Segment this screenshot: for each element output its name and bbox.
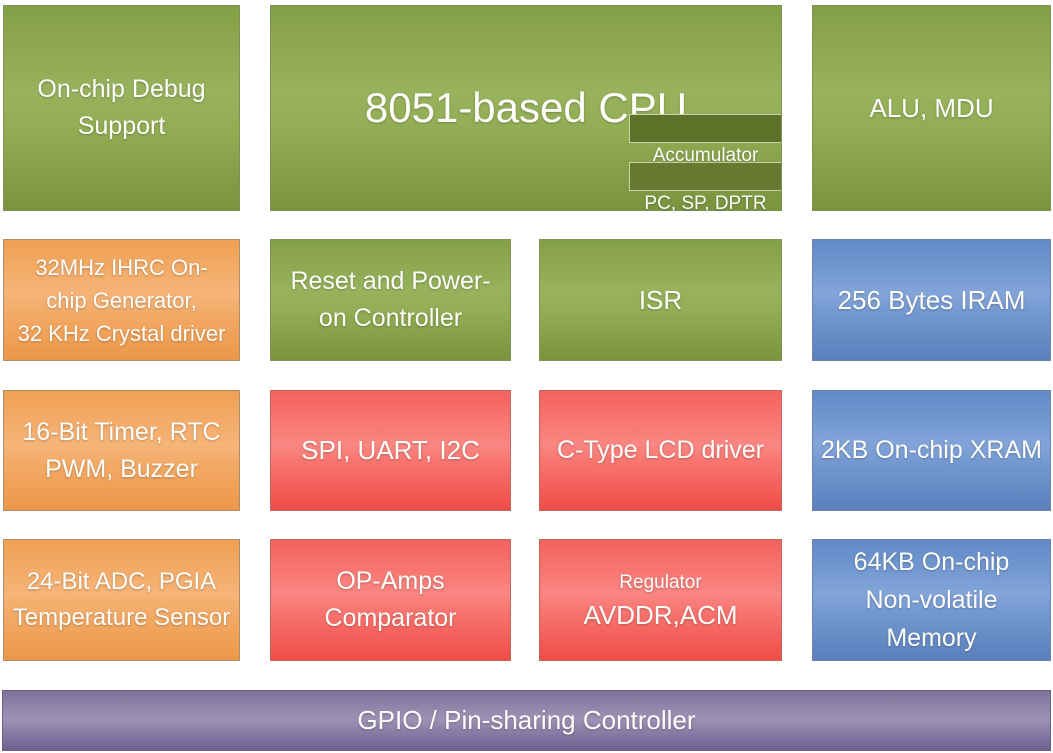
gpio-pin-sharing-label: GPIO / Pin-sharing Controller [357,705,696,735]
accumulator-label: Accumulator [652,145,759,166]
pc-sp-dptr-label: PC, SP, DPTR [644,193,767,214]
alu-mdu-label: ALU, MDU [869,92,994,123]
block-gpio-pin-sharing: GPIO / Pin-sharing Controller [2,690,1051,751]
block-lcd-driver: C-Type LCD driver [539,390,782,511]
block-clock-generator: 32MHz IHRC On- chip Generator, 32 KHz Cr… [3,239,240,361]
block-isr: ISR [539,239,782,361]
regulator-label: Regulator [619,572,702,593]
nonvolatile-memory-label: 64KB On-chip Non-volatile Memory [853,548,1010,652]
block-reset-power-on: Reset and Power- on Controller [270,239,511,361]
block-xram: 2KB On-chip XRAM [812,390,1051,511]
isr-label: ISR [638,284,683,315]
block-nonvolatile-memory: 64KB On-chip Non-volatile Memory [812,539,1051,661]
cpu-label: 8051-based CPU [364,84,688,131]
block-opamps-comparator: OP-Amps Comparator [270,539,511,661]
block-cpu: 8051-based CPU Accumulator PC, SP, DPTR [270,5,782,214]
cpu-register-group: Accumulator PC, SP, DPTR [629,96,781,214]
opamps-comparator-label: OP-Amps Comparator [324,567,457,632]
timer-rtc-pwm-label: 16-Bit Timer, RTC PWM, Buzzer [22,417,221,483]
block-alu-mdu: ALU, MDU [812,5,1051,211]
block-on-chip-debug: On-chip Debug Support [3,5,240,211]
reset-power-on-label: Reset and Power- on Controller [290,267,491,332]
block-spi-uart-i2c: SPI, UART, I2C [270,390,511,511]
xram-label: 2KB On-chip XRAM [821,436,1042,464]
adc-pgia-temp-label: 24-Bit ADC, PGIA Temperature Sensor [12,568,231,631]
spi-uart-i2c-label: SPI, UART, I2C [301,435,480,465]
lcd-driver-label: C-Type LCD driver [557,436,764,464]
block-timer-rtc-pwm: 16-Bit Timer, RTC PWM, Buzzer [3,390,240,511]
block-adc-pgia-temp: 24-Bit ADC, PGIA Temperature Sensor [3,539,240,661]
block-regulator: Regulator AVDDR,ACM [539,539,782,661]
on-chip-debug-label: On-chip Debug Support [37,75,206,140]
clock-generator-label: 32MHz IHRC On- chip Generator, 32 KHz Cr… [17,254,226,346]
accumulator-box: Accumulator [629,114,781,166]
regulator-avddr-acm-label: AVDDR,ACM [583,600,738,630]
block-iram: 256 Bytes IRAM [812,239,1051,361]
pc-sp-dptr-box: PC, SP, DPTR [629,162,781,214]
iram-label: 256 Bytes IRAM [837,284,1026,315]
